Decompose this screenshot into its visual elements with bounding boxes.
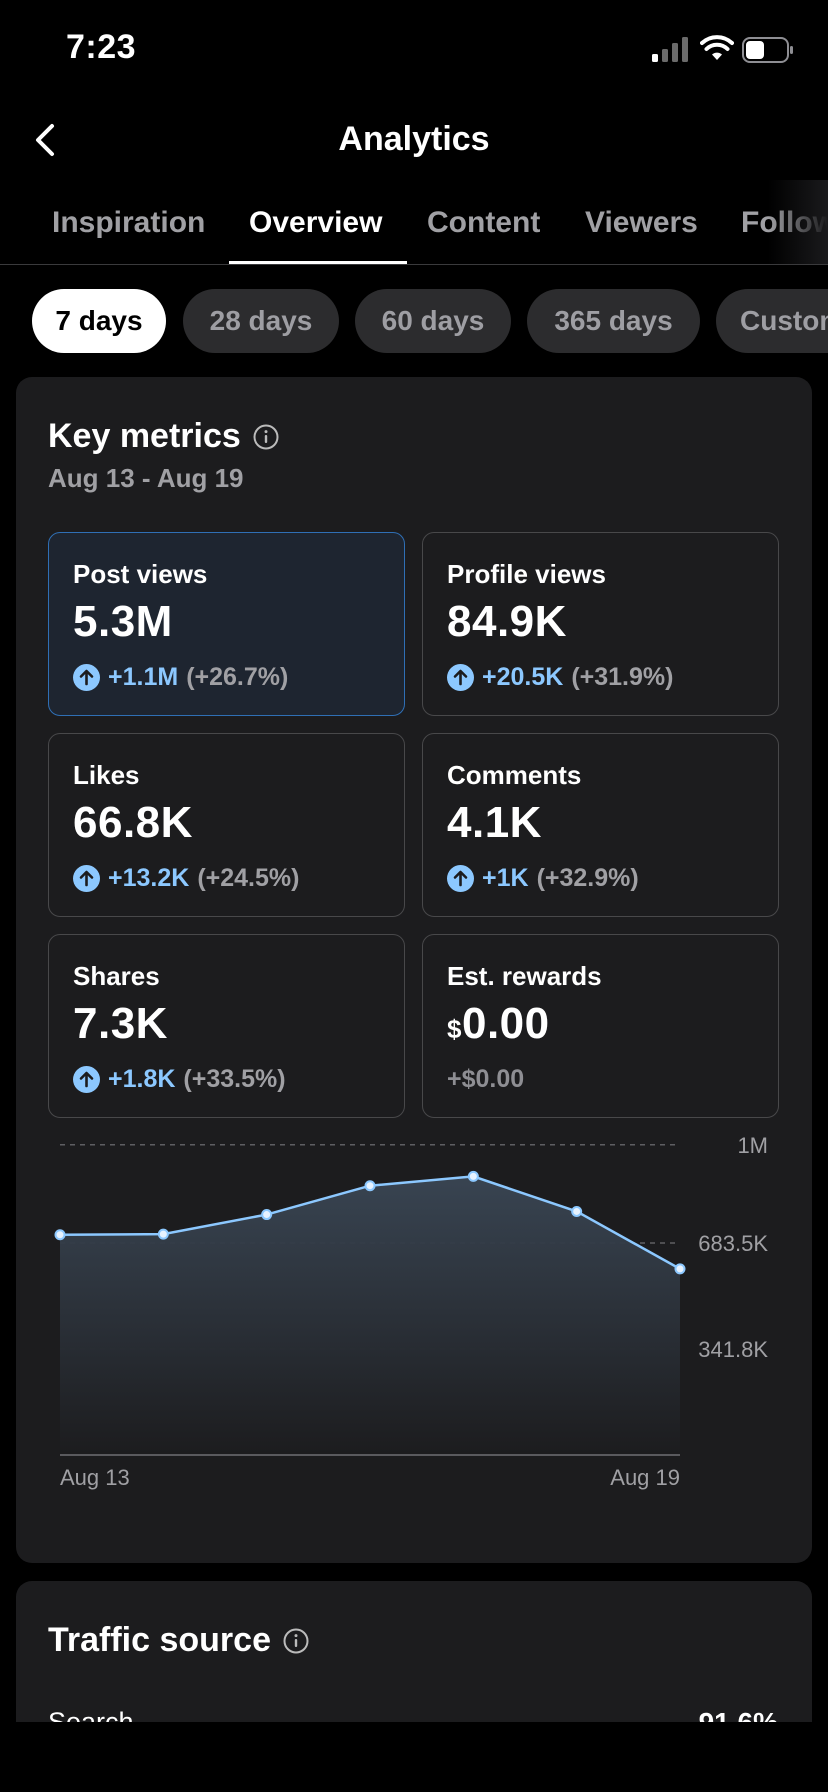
status-bar: 7:23 (0, 0, 828, 100)
status-time: 7:23 (66, 28, 137, 66)
arrow-up-circle-icon (73, 664, 100, 691)
range-7-days[interactable]: 7 days (32, 289, 166, 353)
tab-overview[interactable]: Overview (249, 206, 383, 239)
arrow-up-circle-icon (73, 865, 100, 892)
metric-post-views[interactable]: Post views 5.3M +1.1M (+26.7%) (48, 532, 405, 716)
delta-value: +1.8K (108, 1065, 176, 1093)
tab-viewers[interactable]: Viewers (585, 206, 698, 239)
chart-data-point (54, 1229, 66, 1241)
metric-label: Post views (73, 559, 208, 589)
chart-x-tick-label: Aug 19 (610, 1465, 680, 1490)
currency-symbol: $ (447, 1014, 462, 1044)
metric-profile-views[interactable]: Profile views 84.9K +20.5K (+31.9%) (422, 532, 779, 716)
back-arrow-icon[interactable] (28, 118, 64, 162)
chart-x-tick-label: Aug 13 (60, 1465, 130, 1490)
key-metrics-card: Key metrics Aug 13 - Aug 19 Post views 5… (16, 377, 812, 1563)
chart-data-point (571, 1205, 583, 1217)
metric-delta: +1.1M (+26.7%) (73, 663, 288, 692)
metric-value: 84.9K (447, 597, 567, 646)
wifi-icon (700, 35, 734, 60)
metric-label: Comments (447, 760, 582, 790)
metric-est-rewards[interactable]: Est. rewards $0.00 +$0.00 (422, 934, 779, 1118)
metric-label: Profile views (447, 559, 606, 589)
battery-icon (742, 37, 793, 63)
cellular-signal-icon (652, 37, 688, 62)
key-metrics-title: Key metrics (48, 417, 241, 455)
metric-delta: +20.5K (+31.9%) (447, 663, 673, 692)
arrow-up-circle-icon (447, 664, 474, 691)
range-28-days[interactable]: 28 days (183, 289, 339, 353)
chart-data-point (157, 1228, 169, 1240)
chart-area-fill (60, 1176, 680, 1455)
delta-value: +$0.00 (447, 1065, 525, 1093)
chart-data-point (467, 1170, 479, 1182)
chart-y-tick-labels: 341.8K 683.5K 1M (698, 1137, 768, 1362)
metric-delta: +1.8K (+33.5%) (73, 1065, 286, 1094)
traffic-source-title: Traffic source (48, 1621, 271, 1659)
metric-value: 7.3K (73, 999, 168, 1048)
arrow-up-circle-icon (447, 865, 474, 892)
info-icon[interactable] (253, 424, 279, 450)
chart-y-tick-label: 341.8K (698, 1337, 768, 1362)
metric-delta: +1K (+32.9%) (447, 864, 639, 893)
date-range-selector: 7 days 28 days 60 days 365 days Custom (0, 289, 828, 353)
chart-x-tick-labels: Aug 13 Aug 19 (60, 1465, 680, 1490)
delta-value: +1K (482, 864, 529, 892)
chart-data-point (261, 1209, 273, 1221)
metric-shares[interactable]: Shares 7.3K +1.8K (+33.5%) (48, 934, 405, 1118)
navigation-header: Analytics (0, 100, 828, 180)
metric-likes[interactable]: Likes 66.8K +13.2K (+24.5%) (48, 733, 405, 917)
tabs-scroll-fade (768, 180, 828, 264)
bottom-safe-area (0, 1722, 828, 1792)
traffic-source-header: Traffic source (48, 1621, 309, 1660)
chart-data-point (364, 1180, 376, 1192)
delta-value: +20.5K (482, 663, 564, 691)
analytics-tabs: Inspiration Overview Content Viewers Fol… (0, 180, 828, 265)
delta-value: +1.1M (108, 663, 179, 691)
metric-value: $0.00 (447, 999, 550, 1049)
page-title: Analytics (338, 120, 490, 158)
info-icon[interactable] (283, 1628, 309, 1654)
range-custom[interactable]: Custom (716, 289, 828, 353)
metric-value-number: 0.00 (461, 999, 550, 1048)
metric-label: Likes (73, 760, 140, 790)
active-tab-indicator (229, 261, 407, 264)
key-metrics-header: Key metrics (48, 417, 279, 456)
delta-percent: (+31.9%) (571, 663, 674, 691)
delta-percent: (+24.5%) (197, 864, 300, 892)
range-60-days[interactable]: 60 days (355, 289, 511, 353)
metric-label: Shares (73, 961, 160, 991)
delta-percent: (+33.5%) (183, 1065, 286, 1093)
metric-delta: +$0.00 (447, 1065, 524, 1094)
delta-percent: (+26.7%) (186, 663, 289, 691)
chart-y-tick-label: 1M (737, 1137, 768, 1158)
tab-content[interactable]: Content (427, 206, 541, 239)
metric-comments[interactable]: Comments 4.1K +1K (+32.9%) (422, 733, 779, 917)
tab-inspiration[interactable]: Inspiration (52, 206, 206, 239)
chart-y-tick-label: 683.5K (698, 1231, 768, 1256)
range-365-days[interactable]: 365 days (527, 289, 700, 353)
post-views-chart[interactable]: 341.8K 683.5K 1M Aug 13 Aug 19 (16, 1137, 812, 1497)
metric-value: 66.8K (73, 798, 193, 847)
metric-value: 4.1K (447, 798, 542, 847)
delta-percent: (+32.9%) (536, 864, 639, 892)
chart-points (54, 1170, 686, 1275)
metric-delta: +13.2K (+24.5%) (73, 864, 299, 893)
arrow-up-circle-icon (73, 1066, 100, 1093)
delta-value: +13.2K (108, 864, 190, 892)
metric-label: Est. rewards (447, 961, 602, 991)
date-range-label: Aug 13 - Aug 19 (48, 463, 244, 493)
metric-value: 5.3M (73, 597, 173, 646)
chart-data-point (674, 1263, 686, 1275)
